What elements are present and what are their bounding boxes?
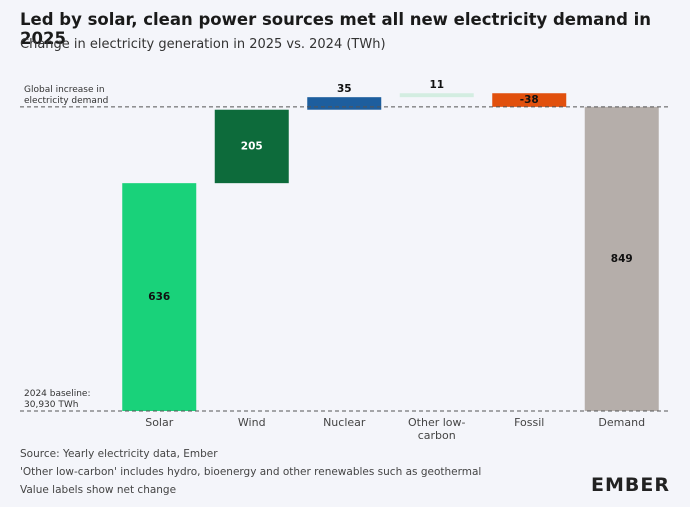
value-label: 35	[337, 83, 352, 95]
value-label: 11	[429, 79, 444, 91]
x-tick-label: Fossil	[514, 416, 545, 429]
chart-subtitle: Change in electricity generation in 2025…	[20, 37, 386, 52]
chart-title: Led by solar, clean power sources met al…	[20, 10, 652, 48]
bar	[399, 93, 474, 98]
value-label: -38	[520, 94, 539, 106]
value-label: 849	[611, 253, 633, 265]
note: Value labels show net change	[20, 484, 177, 496]
value-label: 636	[148, 291, 170, 303]
x-tick-label: Solar	[145, 416, 174, 429]
x-tick-label: Other low-carbon	[408, 416, 466, 442]
logo: EMBER	[591, 474, 670, 496]
bar	[122, 183, 197, 411]
value-label: 205	[241, 140, 263, 152]
x-tick-label: Nuclear	[323, 416, 366, 429]
bar	[584, 106, 659, 411]
annotation: Global increase in electricity demand	[24, 85, 109, 106]
annotation: 2024 baseline: 30,930 TWh	[24, 389, 91, 410]
bar	[492, 93, 567, 107]
bar	[214, 109, 289, 184]
bar	[307, 97, 382, 110]
x-tick-label: Wind	[237, 416, 266, 429]
x-tick-label: Demand	[598, 416, 646, 429]
note: 'Other low-carbon' includes hydro, bioen…	[20, 466, 482, 478]
note: Source: Yearly electricity data, Ember	[20, 448, 218, 460]
